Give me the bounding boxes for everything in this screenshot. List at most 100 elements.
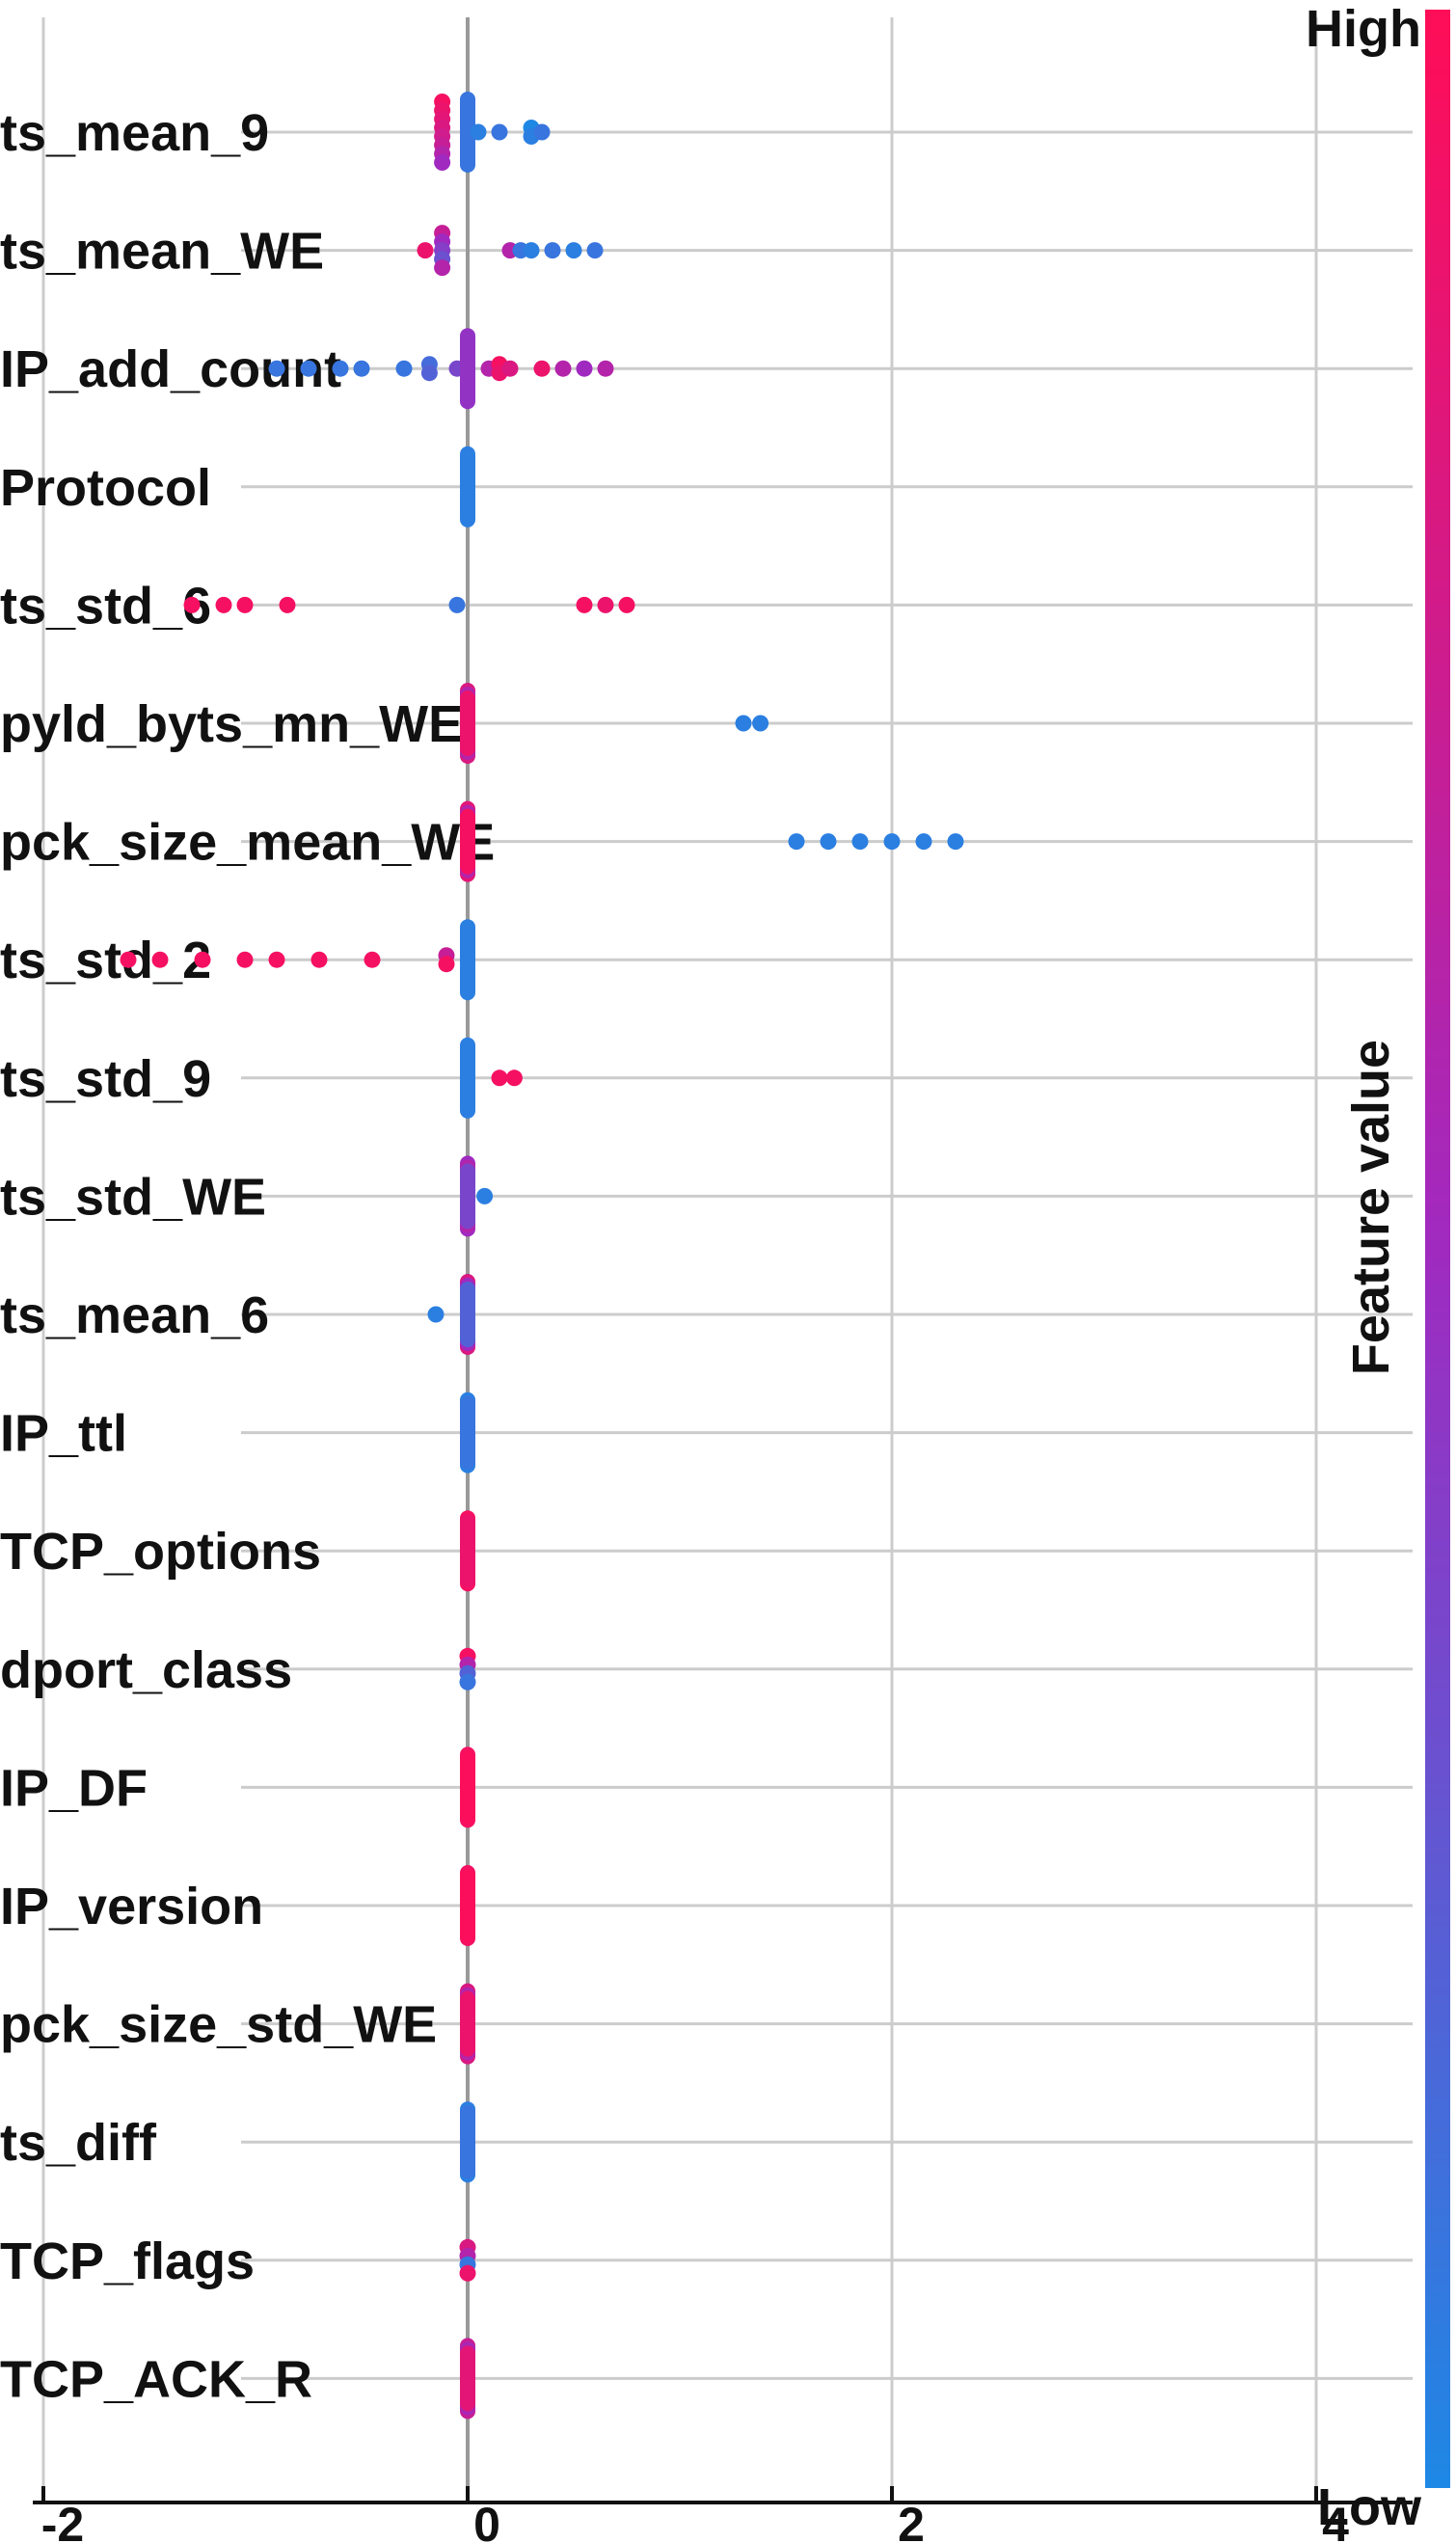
feature-label: IP_ttl [0, 1405, 127, 1463]
feature-label: ts_mean_9 [0, 104, 269, 162]
data-point [151, 951, 169, 968]
data-point [448, 596, 466, 613]
data-point [491, 1069, 508, 1087]
data-point [460, 92, 475, 173]
data-point [851, 833, 869, 851]
colorbar-low-label: Low [1317, 2478, 1422, 2536]
feature-label: ts_mean_6 [0, 1286, 269, 1344]
data-point [268, 951, 285, 968]
data-point [460, 808, 475, 875]
data-point [460, 1282, 475, 1347]
x-axis: -202468 [33, 2486, 1413, 2543]
feature-label: ts_std_6 [0, 577, 211, 635]
data-point [460, 2105, 475, 2179]
data-point [505, 1069, 523, 1087]
data-point [460, 328, 475, 410]
feature-label: ts_std_9 [0, 1050, 211, 1108]
feature-label: TCP_options [0, 1523, 321, 1581]
colorbar-high-label: High [1306, 0, 1421, 58]
data-point [194, 951, 211, 968]
data-point [438, 956, 455, 973]
data-point [434, 154, 451, 171]
data-point [597, 596, 614, 613]
data-point [427, 1306, 445, 1323]
feature-label: ts_diff [0, 2114, 157, 2172]
data-point [533, 360, 551, 377]
data-point [788, 833, 805, 851]
data-point [523, 242, 540, 259]
data-point [460, 1395, 475, 1470]
x-tick-label: 0 [473, 2498, 500, 2543]
data-point [236, 951, 254, 968]
data-point [460, 2345, 475, 2412]
feature-label: IP_version [0, 1878, 263, 1935]
data-point [533, 123, 551, 141]
data-point [236, 596, 254, 613]
feature-label: IP_add_count [0, 340, 341, 398]
feature-label: dport_class [0, 1641, 292, 1699]
data-point [947, 833, 964, 851]
data-point [417, 242, 434, 259]
data-point [597, 360, 614, 377]
feature-label: ts_std_2 [0, 932, 211, 989]
data-point [460, 1869, 475, 1942]
colorbar-title: Feature value [1342, 1040, 1400, 1375]
data-point [576, 596, 593, 613]
data-point [554, 360, 572, 377]
data-point [268, 360, 285, 377]
data-point [183, 596, 201, 613]
data-point [576, 360, 593, 377]
feature-label: ts_std_WE [0, 1168, 266, 1226]
colorbar: High Low Feature value [1306, 0, 1450, 2536]
data-point [915, 833, 932, 851]
data-point [544, 242, 561, 259]
feature-label: Protocol [0, 459, 211, 517]
data-point [353, 360, 370, 377]
data-point [501, 360, 519, 377]
feature-label: pck_size_mean_WE [0, 814, 495, 872]
data-point [735, 715, 752, 732]
data-point [460, 1750, 475, 1825]
data-point [459, 2264, 476, 2282]
data-point [215, 596, 232, 613]
data-point [476, 1187, 494, 1204]
data-point [120, 951, 137, 968]
feature-label: pyld_byts_mn_WE [0, 695, 463, 753]
feature-label: IP_DF [0, 1759, 148, 1817]
data-point [565, 242, 582, 259]
data-point [434, 259, 451, 277]
data-point [820, 833, 837, 851]
data-point [310, 951, 328, 968]
data-points [120, 92, 964, 2420]
data-point [279, 596, 296, 613]
data-point [460, 1037, 475, 1119]
data-point [460, 446, 475, 528]
x-tick-label: 4 [1322, 2498, 1349, 2543]
data-point [618, 596, 635, 613]
data-point [395, 360, 413, 377]
feature-label: TCP_ACK_R [0, 2350, 312, 2408]
feature-labels: ts_mean_9 ts_mean_WE IP_add_count Protocol t… [0, 104, 495, 2408]
data-point [364, 951, 381, 968]
feature-label: ts_mean_WE [0, 223, 324, 281]
data-point [491, 123, 508, 141]
data-point [752, 715, 769, 732]
x-tick-label: 2 [898, 2498, 925, 2543]
data-point [883, 833, 901, 851]
data-point [460, 1990, 475, 2057]
data-point [460, 690, 475, 756]
colorbar-gradient [1425, 10, 1450, 2488]
feature-label: pck_size_std_WE [0, 1996, 437, 2054]
data-point [332, 360, 349, 377]
data-point [586, 242, 604, 259]
feature-label: TCP_flags [0, 2232, 255, 2290]
data-point [470, 123, 487, 141]
data-point [300, 360, 317, 377]
data-point [459, 1673, 476, 1691]
x-tick-label: -2 [41, 2498, 84, 2543]
data-point [460, 1514, 475, 1588]
data-point [460, 1163, 475, 1230]
data-point [420, 365, 438, 382]
data-point [460, 919, 475, 1001]
